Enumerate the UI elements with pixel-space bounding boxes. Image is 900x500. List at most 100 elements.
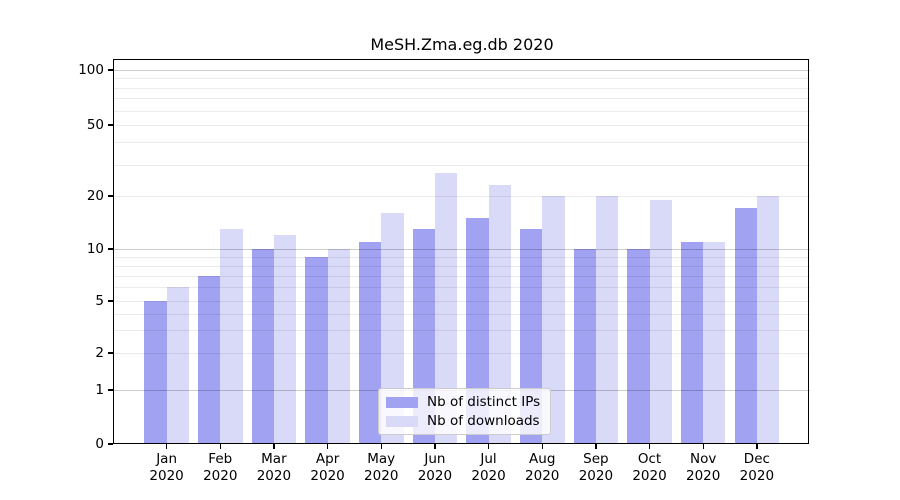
legend-item-downloads: Nb of downloads: [386, 413, 540, 429]
bar-downloads-mar: [273, 235, 297, 444]
bar-distinct-ips-feb: [197, 275, 221, 444]
y-tick-label-100: 100: [78, 62, 104, 78]
y-tick-label-20: 20: [86, 188, 104, 204]
x-tick-label-oct: Oct 2020: [618, 451, 682, 484]
x-label-year-feb: 2020: [203, 467, 238, 484]
x-tick-jun: [434, 444, 436, 449]
x-label-year-jul: 2020: [471, 467, 506, 484]
x-label-year-oct: 2020: [632, 467, 667, 484]
bar-distinct-ips-may: [358, 241, 382, 444]
minor-gridline-2: [114, 353, 810, 354]
x-tick-oct: [648, 444, 651, 449]
y-tick-20: [108, 195, 113, 197]
x-label-month-dec: Dec: [743, 451, 770, 467]
bar-distinct-ips-nov: [680, 241, 704, 444]
bar-downloads-jul: [488, 185, 511, 444]
legend-swatch-downloads-icon: [386, 415, 418, 427]
x-label-year-jun: 2020: [417, 467, 453, 484]
x-tick-label-jun: Jun 2020: [403, 451, 467, 484]
bar-downloads-feb: [220, 228, 243, 444]
bar-distinct-ips-apr: [305, 256, 328, 444]
x-label-month-jan: Jan: [156, 451, 177, 467]
x-label-year-dec: 2020: [739, 467, 775, 484]
bar-downloads-oct: [649, 199, 672, 444]
x-tick-apr: [326, 444, 329, 449]
x-tick-label-feb: Feb 2020: [188, 451, 252, 484]
minor-gridline-5: [114, 301, 810, 302]
x-label-month-mar: Mar: [261, 451, 287, 467]
legend: Nb of distinct IPs Nb of downloads: [378, 388, 552, 435]
bar-distinct-ips-sep: [573, 249, 596, 444]
y-tick-0: [108, 443, 113, 445]
bar-downloads-jan: [166, 287, 189, 444]
legend-label-distinct-ips: Nb of distinct IPs: [427, 394, 541, 410]
x-label-year-mar: 2020: [256, 467, 292, 484]
minor-gridline-40: [114, 142, 810, 144]
major-gridline-100: [114, 70, 810, 71]
x-tick-label-sep: Sep 2020: [564, 451, 628, 484]
x-label-month-oct: Oct: [637, 451, 662, 467]
bar-downloads-sep: [595, 196, 619, 444]
chart-title: MeSH.Zma.eg.db 2020: [370, 35, 554, 54]
major-gridline-10: [114, 249, 810, 250]
legend-swatch-ips-icon: [386, 396, 418, 408]
y-tick-label-0: 0: [95, 436, 104, 452]
bar-downloads-aug: [542, 196, 565, 444]
minor-gridline-80: [114, 87, 810, 89]
bar-distinct-ips-mar: [251, 249, 274, 444]
x-label-year-nov: 2020: [686, 467, 721, 484]
x-label-year-may: 2020: [364, 467, 399, 484]
minor-gridline-30: [114, 164, 810, 166]
x-tick-dec: [756, 444, 758, 449]
x-tick-label-apr: Apr 2020: [296, 451, 360, 484]
bar-downloads-nov: [703, 241, 726, 444]
x-tick-may: [380, 444, 382, 449]
x-label-month-apr: Apr: [315, 451, 340, 467]
x-tick-aug: [541, 444, 543, 449]
minor-gridline-50: [114, 125, 810, 126]
y-tick-label-10: 10: [86, 241, 104, 257]
y-tick-1: [108, 389, 113, 391]
y-tick-5: [108, 300, 113, 302]
x-label-year-aug: 2020: [525, 467, 560, 484]
y-tick-2: [108, 352, 113, 354]
x-label-month-feb: Feb: [208, 451, 233, 467]
x-tick-jan: [165, 444, 168, 449]
legend-label-downloads: Nb of downloads: [427, 413, 540, 429]
y-tick-50: [108, 124, 113, 126]
y-tick-10: [108, 248, 113, 250]
y-tick-label-50: 50: [86, 117, 104, 133]
minor-gridline-90: [114, 78, 810, 80]
bar-distinct-ips-dec: [734, 208, 757, 444]
minor-gridline-3: [114, 329, 810, 331]
x-tick-feb: [219, 444, 221, 449]
x-label-month-sep: Sep: [583, 451, 609, 467]
x-label-year-apr: 2020: [310, 467, 345, 484]
x-tick-sep: [595, 444, 597, 449]
x-tick-label-nov: Nov 2020: [671, 451, 735, 484]
y-tick-100: [108, 69, 113, 71]
x-tick-nov: [702, 444, 704, 449]
minor-gridline-20: [114, 196, 810, 197]
bar-distinct-ips-jul: [466, 218, 489, 444]
minor-gridline-70: [114, 98, 810, 100]
bar-distinct-ips-oct: [627, 249, 650, 444]
minor-gridline-9: [114, 256, 810, 258]
bar-downloads-jun: [434, 172, 458, 444]
minor-gridline-6: [114, 287, 810, 289]
y-tick-label-1: 1: [95, 382, 104, 398]
x-label-month-aug: Aug: [529, 451, 556, 467]
x-tick-mar: [273, 444, 275, 449]
x-label-month-nov: Nov: [690, 451, 717, 467]
x-tick-label-may: May 2020: [349, 451, 413, 484]
minor-gridline-4: [114, 313, 810, 315]
bar-downloads-dec: [756, 196, 780, 444]
x-label-month-may: May: [367, 451, 396, 467]
minor-gridline-7: [114, 275, 810, 277]
x-label-month-jul: Jul: [480, 451, 497, 467]
legend-item-distinct-ips: Nb of distinct IPs: [386, 394, 540, 410]
x-tick-label-jul: Jul 2020: [457, 451, 521, 484]
x-tick-label-mar: Mar 2020: [242, 451, 306, 484]
bar-downloads-apr: [327, 249, 350, 444]
